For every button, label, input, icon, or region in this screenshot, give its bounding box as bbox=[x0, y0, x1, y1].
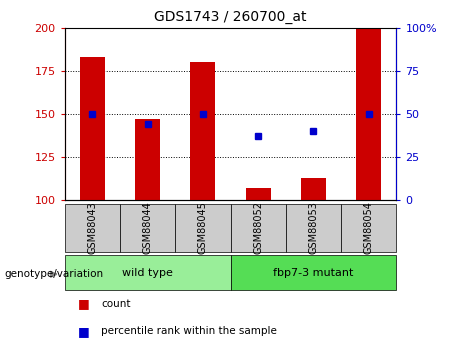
Bar bbox=[230, 255, 396, 290]
Bar bbox=[286, 204, 341, 252]
Text: wild type: wild type bbox=[122, 268, 173, 277]
Text: GSM88052: GSM88052 bbox=[253, 201, 263, 254]
Text: GSM88043: GSM88043 bbox=[87, 201, 97, 254]
Bar bbox=[190, 62, 215, 200]
Bar bbox=[341, 204, 396, 252]
Bar bbox=[230, 204, 286, 252]
Bar bbox=[175, 204, 230, 252]
Text: ■: ■ bbox=[78, 297, 90, 310]
Text: genotype/variation: genotype/variation bbox=[5, 269, 104, 279]
Bar bbox=[135, 119, 160, 200]
Bar bbox=[80, 57, 105, 200]
Text: GSM88044: GSM88044 bbox=[142, 201, 153, 254]
Bar bbox=[120, 204, 175, 252]
Text: GSM88054: GSM88054 bbox=[364, 201, 374, 254]
Text: percentile rank within the sample: percentile rank within the sample bbox=[101, 326, 278, 336]
Text: GSM88053: GSM88053 bbox=[308, 201, 319, 254]
Text: ■: ■ bbox=[78, 325, 90, 338]
Text: fbp7-3 mutant: fbp7-3 mutant bbox=[273, 268, 354, 277]
Text: count: count bbox=[101, 299, 131, 308]
Bar bbox=[65, 255, 230, 290]
Bar bbox=[356, 28, 381, 200]
Title: GDS1743 / 260700_at: GDS1743 / 260700_at bbox=[154, 10, 307, 24]
Bar bbox=[65, 204, 120, 252]
Text: GSM88045: GSM88045 bbox=[198, 201, 208, 254]
Bar bbox=[246, 188, 271, 200]
Bar bbox=[301, 178, 326, 200]
